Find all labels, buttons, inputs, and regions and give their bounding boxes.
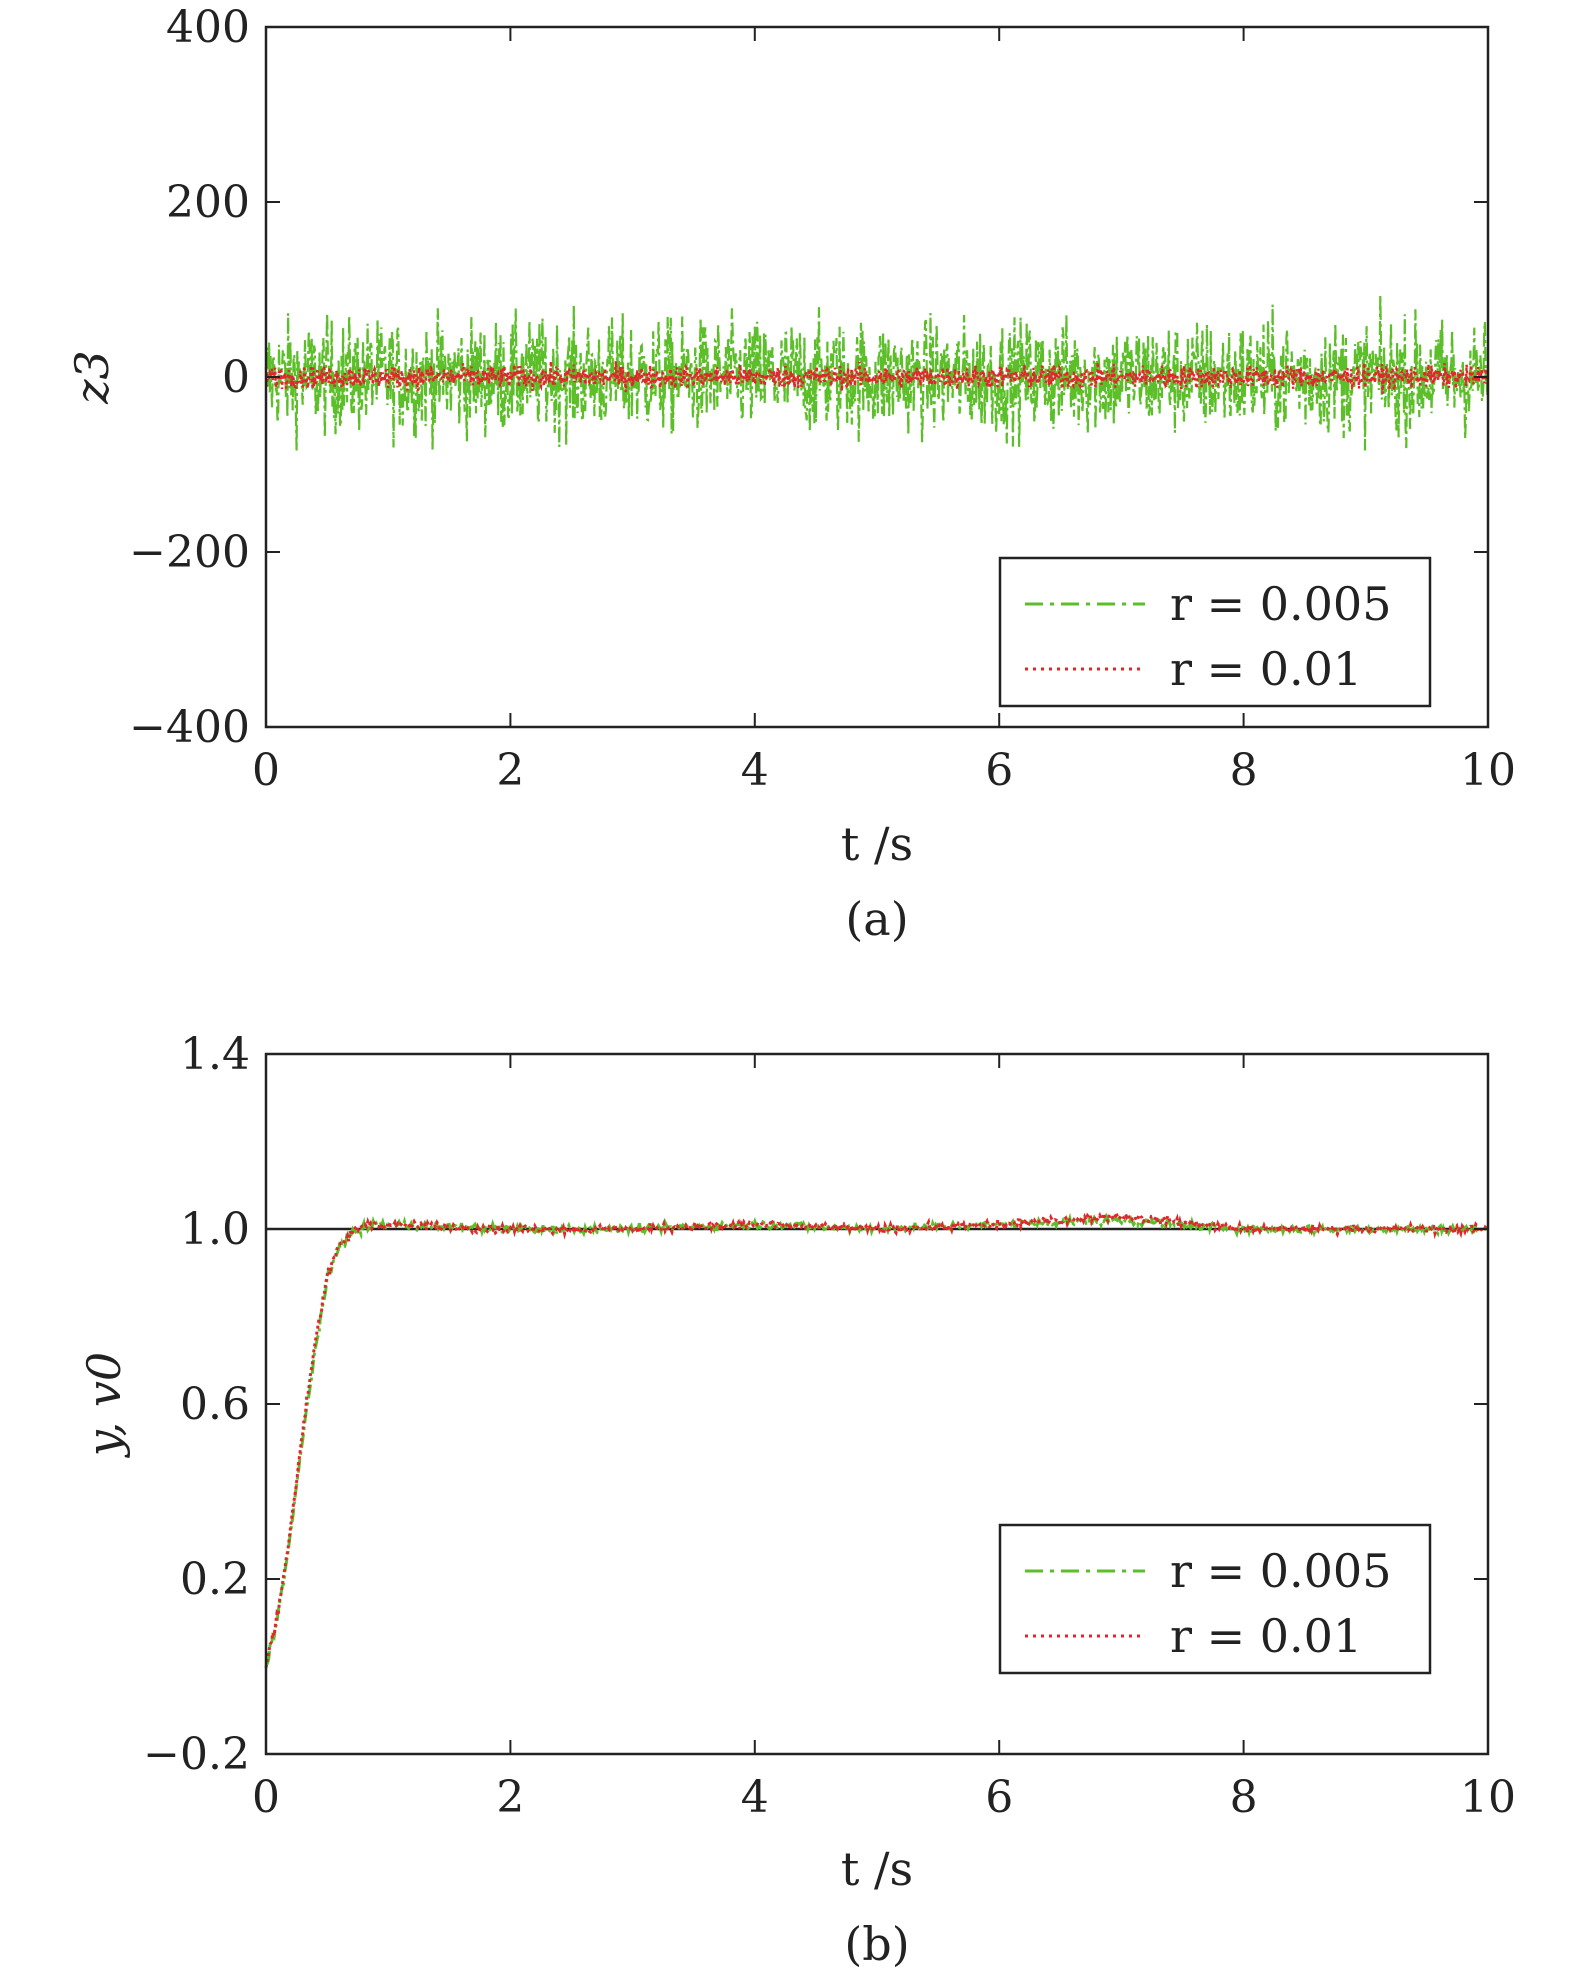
chart-b-series-1 xyxy=(264,1208,1490,1669)
chart-b: 0 2 4 6 8 10 −0.2 0.2 0.6 1.0 1.4 r = 0.005 r = 0.… xyxy=(77,1029,1516,1971)
chart-a-xtick-label: 0 xyxy=(252,745,280,796)
chart-b-ytick-label: 1.4 xyxy=(180,1029,250,1080)
chart-b-ytick-label: 0.2 xyxy=(180,1554,250,1605)
chart-a-xlabel: t /s xyxy=(841,817,913,871)
chart-b-ytick-label: 0.6 xyxy=(180,1379,250,1430)
chart-b-xtick-label: 2 xyxy=(496,1772,524,1823)
chart-a-xtick-label: 10 xyxy=(1460,745,1516,796)
chart-a-ytick-label: 400 xyxy=(166,2,250,53)
chart-b-ticks: 0 2 4 6 8 10 −0.2 0.2 0.6 1.0 1.4 xyxy=(143,1029,1516,1823)
chart-a-legend-box xyxy=(998,556,1432,708)
chart-b-xtick-label: 8 xyxy=(1230,1772,1258,1823)
chart-b-xtick-label: 10 xyxy=(1460,1772,1516,1823)
chart-b-xlabel: t /s xyxy=(841,1842,913,1896)
chart-a-ytick-label: 0 xyxy=(222,352,250,403)
chart-a-legend: r = 0.005 r = 0.01 xyxy=(998,556,1432,708)
chart-b-legend-label-0: r = 0.005 xyxy=(1170,1544,1391,1598)
chart-a-legend-label-0: r = 0.005 xyxy=(1170,577,1391,631)
chart-b-series-layer xyxy=(264,1208,1490,1669)
chart-a-xtick-label: 4 xyxy=(741,745,769,796)
chart-a-series-layer xyxy=(264,295,1490,451)
chart-a-xtick-label: 6 xyxy=(985,745,1013,796)
chart-a: 0 2 4 6 8 10 −400 −200 0 200 400 r = 0.005 r = 0.0… xyxy=(65,2,1516,946)
chart-b-xtick-label: 0 xyxy=(252,1772,280,1823)
chart-a-legend-label-1: r = 0.01 xyxy=(1170,642,1362,696)
chart-b-ytick-label: 1.0 xyxy=(180,1204,250,1255)
chart-a-ticks: 0 2 4 6 8 10 −400 −200 0 200 400 xyxy=(129,2,1516,796)
chart-a-xtick-label: 2 xyxy=(496,745,524,796)
chart-b-ylabel: y, v0 xyxy=(77,1352,131,1458)
chart-a-ylabel: z3 xyxy=(65,350,119,405)
chart-b-legend: r = 0.005 r = 0.01 xyxy=(998,1523,1432,1675)
chart-b-xtick-label: 4 xyxy=(741,1772,769,1823)
chart-a-caption: (a) xyxy=(845,892,908,946)
chart-a-xtick-label: 8 xyxy=(1230,745,1258,796)
chart-a-ytick-label: −200 xyxy=(129,527,250,578)
chart-b-ytick-label: −0.2 xyxy=(143,1729,250,1780)
chart-a-series-1 xyxy=(264,361,1490,394)
chart-a-ytick-label: −400 xyxy=(129,702,250,753)
chart-b-xtick-label: 6 xyxy=(985,1772,1013,1823)
chart-a-series-0 xyxy=(264,295,1490,451)
chart-b-legend-label-1: r = 0.01 xyxy=(1170,1609,1362,1663)
chart-a-ytick-label: 200 xyxy=(166,177,250,228)
chart-b-legend-box xyxy=(998,1523,1432,1675)
chart-b-caption: (b) xyxy=(844,1917,909,1971)
